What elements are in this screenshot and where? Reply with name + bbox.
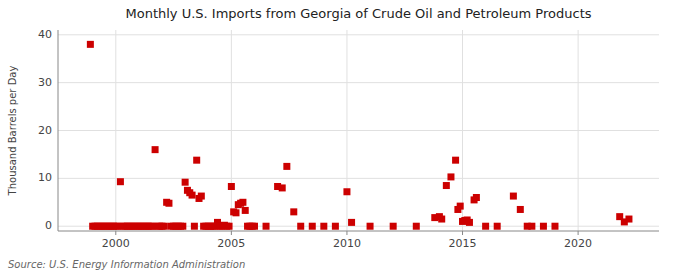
point [251, 223, 258, 230]
point [117, 178, 124, 185]
point [279, 184, 286, 191]
y-grid-line [58, 34, 659, 35]
point [343, 188, 350, 195]
point [283, 163, 290, 170]
points [87, 41, 633, 230]
x-grid-line [578, 30, 579, 231]
point [482, 223, 489, 230]
point [438, 216, 445, 223]
point [413, 223, 420, 230]
point [198, 193, 205, 200]
point [161, 223, 168, 230]
point [263, 223, 270, 230]
point [473, 194, 480, 201]
point [87, 41, 94, 48]
point [152, 146, 159, 153]
y-tick-label: 0 [45, 219, 52, 232]
y-grid-line [58, 82, 659, 83]
source-note: Source: U.S. Energy Information Administ… [8, 259, 245, 270]
x-tick [578, 231, 579, 235]
point [390, 223, 397, 230]
x-grid-line [231, 30, 232, 231]
grid [58, 30, 659, 231]
point [528, 223, 535, 230]
x-axis-line [58, 231, 659, 232]
point [510, 193, 517, 200]
y-tick-label: 40 [38, 28, 52, 41]
point [242, 207, 249, 214]
x-tick [462, 231, 463, 235]
x-tick-label: 2020 [564, 237, 592, 250]
point [239, 199, 246, 206]
x-tick-label: 2010 [333, 237, 361, 250]
point [625, 216, 632, 223]
x-tick [231, 231, 232, 235]
point [179, 223, 186, 230]
point [232, 209, 239, 216]
point [189, 192, 196, 199]
title: Monthly U.S. Imports from Georgia of Cru… [125, 6, 591, 21]
y-tick-label: 20 [38, 124, 52, 137]
x-grid-line [462, 30, 463, 231]
point [494, 223, 501, 230]
point [320, 223, 327, 230]
point [297, 223, 304, 230]
point [367, 223, 374, 230]
point [182, 179, 189, 186]
point [165, 200, 172, 207]
point [551, 223, 558, 230]
chart: 0 10 20 30 40 2000 2005 2010 2015 2020 Monthly U.S… [0, 0, 675, 275]
point [452, 157, 459, 164]
point [443, 182, 450, 189]
point [457, 203, 464, 210]
point [332, 223, 339, 230]
point [348, 219, 355, 226]
y-tick-label: 10 [38, 171, 52, 184]
point [226, 223, 233, 230]
x-tick-label: 2000 [102, 237, 130, 250]
y-grid-line [58, 130, 659, 131]
point [191, 223, 198, 230]
x-tick-label: 2015 [449, 237, 477, 250]
point [517, 206, 524, 213]
y-grid-line [58, 178, 659, 179]
point [193, 157, 200, 164]
x-grid-line [346, 30, 347, 231]
point [447, 173, 454, 180]
point [540, 223, 547, 230]
point [466, 219, 473, 226]
y-axis-label: Thousand Barrels per Day [7, 66, 18, 197]
x-tick-label: 2005 [217, 237, 245, 250]
point [290, 208, 297, 215]
y-axis-line [58, 30, 59, 231]
x-grid-line [115, 30, 116, 231]
y-tick-label: 30 [38, 76, 52, 89]
x-tick [346, 231, 347, 235]
point [228, 183, 235, 190]
point [309, 223, 316, 230]
x-tick [115, 231, 116, 235]
